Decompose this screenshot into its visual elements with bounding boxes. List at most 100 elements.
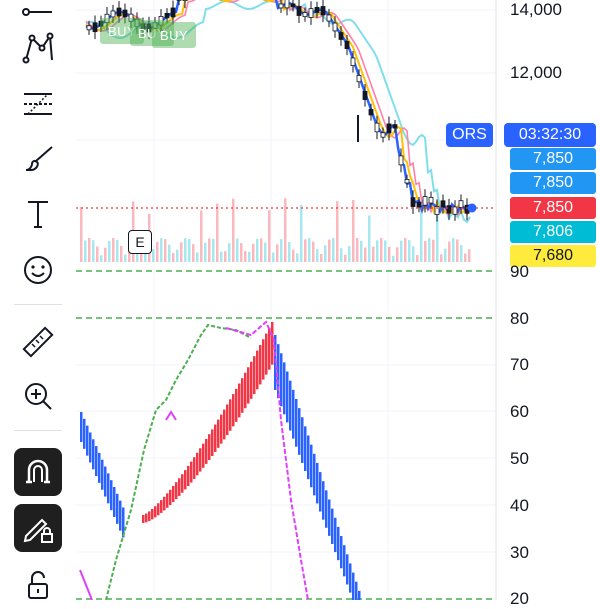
volume-bar [416, 255, 419, 262]
pattern-tool[interactable] [14, 24, 62, 72]
volume-bar [272, 253, 275, 262]
volume-bar [320, 254, 323, 262]
osc-bar [214, 425, 217, 452]
candle-body [291, 4, 295, 7]
symbol-tag: ORS [446, 123, 493, 147]
volume-bar [368, 215, 371, 262]
osc-bar [325, 490, 328, 527]
osc-bar [86, 426, 89, 456]
volume-bar [264, 243, 267, 262]
zoom-tool[interactable] [14, 372, 62, 420]
indicator-axis-label: 70 [510, 355, 529, 375]
volume-bar [460, 245, 463, 262]
osc-bar [259, 345, 262, 385]
volume-bar [276, 244, 279, 262]
volume-bar [116, 240, 119, 262]
candle-body [165, 13, 169, 18]
text-tool[interactable] [14, 190, 62, 238]
last-price-dot [468, 204, 477, 213]
volume-bar [168, 245, 171, 262]
fib-retracement-icon [20, 86, 56, 122]
volume-bar [176, 250, 179, 262]
osc-bar [235, 389, 238, 422]
volume-bar [280, 239, 283, 262]
osc-bar [265, 334, 268, 375]
candle-body [357, 75, 361, 81]
osc-bar [116, 494, 119, 524]
volume-bar [92, 240, 95, 262]
osc-bar [107, 473, 110, 503]
volume-bar [200, 210, 203, 262]
price-tag: 7,850 [510, 148, 596, 170]
osc-bar [295, 399, 298, 447]
volume-bar [188, 239, 191, 262]
volume-bar [220, 252, 223, 262]
osc-signal-line [106, 325, 251, 600]
candle-body [429, 197, 433, 203]
osc-bar [199, 448, 202, 471]
volume-bar [408, 240, 411, 262]
osc-bar [220, 415, 223, 444]
pattern-icon [20, 30, 56, 66]
earnings-marker[interactable]: E [128, 230, 152, 254]
volume-bar [120, 246, 123, 262]
volume-bar [440, 254, 443, 262]
price-axis-label: 12,000 [510, 63, 562, 83]
osc-bar [301, 417, 304, 463]
osc-bar [202, 444, 205, 468]
volume-bar [104, 248, 107, 262]
volume-bar [300, 205, 303, 262]
volume-bar [192, 244, 195, 262]
osc-bar [280, 353, 283, 406]
osc-bar [163, 497, 166, 511]
osc-bar [184, 470, 187, 489]
osc-bar [286, 372, 289, 423]
volume-bar [108, 241, 111, 262]
candle-body [111, 11, 115, 17]
osc-bar [208, 434, 211, 460]
osc-bar [247, 367, 250, 403]
osc-bar [340, 536, 343, 568]
candle-body [459, 201, 463, 208]
volume-bar [364, 248, 367, 262]
volume-bar [464, 254, 467, 262]
lock-drawing-tool[interactable] [14, 504, 62, 552]
ruler-tool[interactable] [14, 318, 62, 366]
volume-bar [88, 238, 91, 262]
osc-bar [256, 351, 259, 390]
unlock-icon [20, 566, 56, 602]
volume-bar [456, 239, 459, 262]
osc-bar [316, 463, 319, 504]
magnet-tool[interactable] [14, 448, 62, 496]
candle-body [123, 10, 127, 17]
fib-tool[interactable] [14, 80, 62, 128]
candle-body [399, 156, 403, 165]
chart-area[interactable]: BUY BUY BUY E 14,000 12,000 ORS 03:32:30… [76, 0, 600, 600]
osc-bar [310, 445, 313, 488]
unlock-tool[interactable] [14, 560, 62, 608]
osc-bar [190, 462, 193, 483]
osc-bar [253, 356, 256, 394]
osc-bar [292, 390, 295, 439]
price-tag: 7,850 [510, 172, 596, 194]
volume-bar [212, 239, 215, 262]
volume-bar [124, 255, 127, 262]
osc-bar [298, 408, 301, 455]
osc-bar [104, 467, 107, 497]
emoji-tool[interactable] [14, 246, 62, 294]
candle-body [363, 91, 367, 99]
volume-bar [332, 238, 335, 262]
osc-fast-line [80, 570, 92, 600]
volume-bar [412, 246, 415, 262]
osc-bar [83, 419, 86, 449]
osc-bar [142, 515, 145, 523]
volume-bar [340, 248, 343, 262]
emoji-icon [20, 252, 56, 288]
volume-bar [164, 239, 167, 262]
osc-bar [223, 410, 226, 440]
buy-signal[interactable]: BUY [152, 22, 196, 48]
volume-bar [100, 255, 103, 262]
candle-body [93, 23, 97, 32]
osc-bar [89, 432, 92, 462]
brush-tool[interactable] [14, 136, 62, 184]
